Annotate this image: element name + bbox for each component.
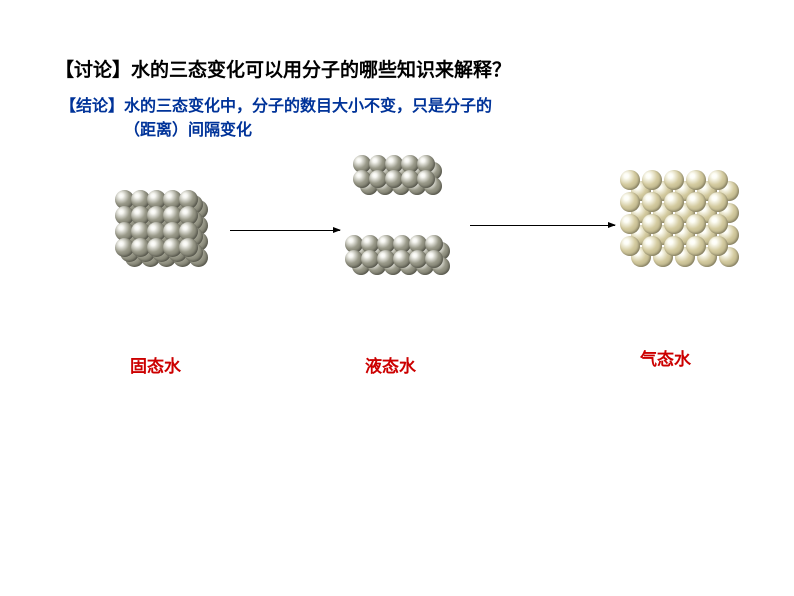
- conclusion-line2: （距离）间隔变化: [60, 119, 492, 143]
- molecule-sphere: [620, 170, 640, 190]
- transition-arrow: [470, 225, 615, 226]
- molecule-sphere: [664, 236, 684, 256]
- molecule-sphere: [708, 236, 728, 256]
- molecule-sphere: [620, 192, 640, 212]
- molecule-sphere: [642, 170, 662, 190]
- molecule-sphere: [620, 236, 640, 256]
- molecule-sphere: [664, 192, 684, 212]
- label-gas: 气态水: [640, 345, 691, 370]
- molecule-sphere: [686, 214, 706, 234]
- transition-arrow: [230, 230, 340, 231]
- molecule-sphere: [686, 236, 706, 256]
- label-liquid: 液态水: [365, 352, 416, 377]
- molecule-sphere: [642, 192, 662, 212]
- molecule-sphere: [620, 214, 640, 234]
- conclusion-line1: 【结论】水的三态变化中，分子的数目大小不变，只是分子的: [60, 95, 492, 119]
- conclusion-text: 【结论】水的三态变化中，分子的数目大小不变，只是分子的 （距离）间隔变化: [60, 95, 492, 143]
- molecule-sphere: [664, 214, 684, 234]
- molecule-sphere: [425, 250, 443, 268]
- molecule-sphere: [708, 214, 728, 234]
- molecule-sphere: [686, 170, 706, 190]
- molecule-sphere: [708, 170, 728, 190]
- molecule-sphere: [686, 192, 706, 212]
- molecule-sphere: [664, 170, 684, 190]
- molecule-sphere: [417, 170, 435, 188]
- discussion-heading: 【讨论】水的三态变化可以用分子的哪些知识来解释？: [55, 55, 511, 82]
- molecule-sphere: [708, 192, 728, 212]
- label-solid: 固态水: [130, 352, 181, 377]
- molecule-sphere: [642, 236, 662, 256]
- molecule-sphere: [642, 214, 662, 234]
- molecule-sphere: [179, 238, 198, 257]
